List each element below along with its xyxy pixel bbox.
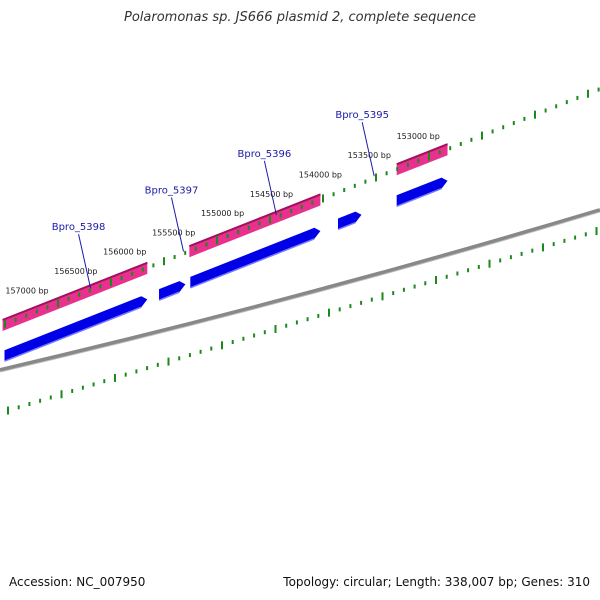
forward-feature-edge xyxy=(2,261,148,321)
sequence-backbone-highlight xyxy=(0,211,600,373)
tick-label: 155000 bp xyxy=(201,209,244,218)
reverse-gene-shadow xyxy=(396,187,442,208)
gene-label[interactable]: Bpro_5398 xyxy=(52,222,106,233)
tick-label: 156500 bp xyxy=(54,267,97,276)
topology-label: Topology: circular; Length: 338,007 bp; … xyxy=(283,575,590,589)
gene-label-leader xyxy=(361,122,375,177)
gene-label-leader xyxy=(78,234,92,289)
forward-feature-edge xyxy=(396,143,448,166)
gene-label-leader xyxy=(263,160,277,215)
reverse-gene-shadow xyxy=(158,291,180,301)
reverse-gene-arrow xyxy=(338,211,362,230)
tick-label: 154000 bp xyxy=(299,170,342,179)
sequence-backbone xyxy=(0,208,600,372)
forward-feature-edge xyxy=(188,193,321,248)
reverse-gene-shadow xyxy=(190,238,315,289)
reverse-gene-shadow xyxy=(337,221,356,231)
tick-label: 156000 bp xyxy=(103,248,146,257)
reverse-gene-arrow xyxy=(396,177,448,207)
map-title: Polaromonas sp. JS666 plasmid 2, complet… xyxy=(123,10,476,25)
gene-label[interactable]: Bpro_5397 xyxy=(145,186,199,197)
forward-strand-features xyxy=(2,143,448,331)
gene-label[interactable]: Bpro_5396 xyxy=(238,149,292,160)
reverse-gene-arrow xyxy=(4,296,148,362)
gene-labels: Bpro_5398 Bpro_5397 Bpro_5396 Bpro_5395 xyxy=(52,110,389,289)
forward-feature-bar xyxy=(396,143,448,176)
gene-label-leader xyxy=(170,197,184,252)
accession-label: Accession: NC_007950 xyxy=(9,575,146,589)
tick-label: 157000 bp xyxy=(5,286,48,295)
reverse-gene-arrow xyxy=(190,227,321,288)
inner-tick-ring xyxy=(7,227,598,415)
reverse-gene-arrow xyxy=(159,281,186,301)
forward-feature-bar xyxy=(189,193,321,258)
tick-label: 153000 bp xyxy=(397,132,440,141)
reverse-strand-genes xyxy=(4,177,448,362)
tick-label: 155500 bp xyxy=(152,228,195,237)
gene-label[interactable]: Bpro_5395 xyxy=(335,110,389,121)
reverse-gene-shadow xyxy=(4,306,142,362)
backbone-layer xyxy=(0,208,600,373)
